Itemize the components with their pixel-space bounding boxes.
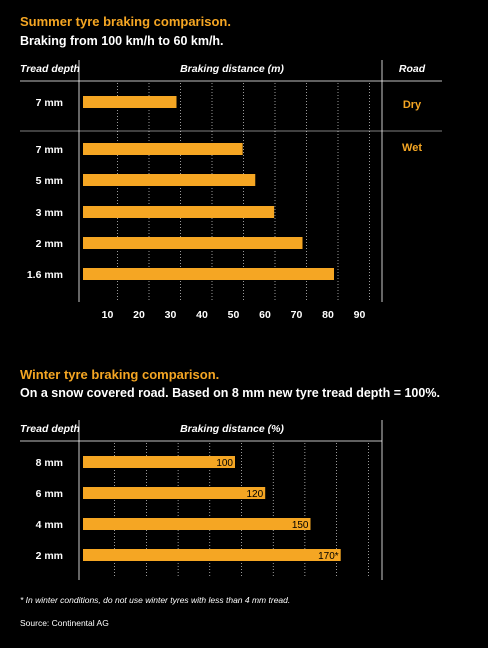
summer-row-label-3: 3 mm — [36, 207, 63, 219]
summer-bar-1 — [83, 143, 243, 155]
summer-row-label-2: 5 mm — [36, 175, 63, 187]
winter-row-label-1: 6 mm — [36, 488, 63, 500]
winter-braking-chart: Tread depth Braking distance (%) 8 mm 100 6 … — [20, 420, 383, 580]
summer-tick-label-20: 20 — [133, 309, 145, 321]
summer-tick-label-30: 30 — [165, 309, 177, 321]
summer-tick-label-40: 40 — [196, 309, 208, 321]
winter-title: Winter tyre braking comparison. — [20, 367, 220, 382]
winter-row-label-2: 4 mm — [36, 519, 63, 531]
winter-bar-1 — [83, 487, 266, 499]
winter-subtitle: On a snow covered road. Based on 8 mm ne… — [20, 386, 440, 400]
summer-road-label-wet: Wet — [402, 142, 422, 154]
summer-subtitle: Braking from 100 km/h to 60 km/h. — [20, 34, 224, 48]
winter-header-tread-depth: Tread depth — [20, 423, 80, 435]
summer-tick-label-60: 60 — [259, 309, 271, 321]
summer-header-tread-depth: Tread depth — [20, 63, 80, 75]
footnote: * In winter conditions, do not use winte… — [20, 595, 291, 605]
summer-bar-3 — [83, 206, 275, 218]
summer-bar-4 — [83, 237, 303, 249]
summer-road-label-dry: Dry — [403, 99, 422, 111]
summer-row-label-1: 7 mm — [36, 144, 63, 156]
summer-row-label-5: 1.6 mm — [27, 269, 63, 281]
winter-header-braking-distance: Braking distance (%) — [180, 423, 284, 435]
winter-bar-0 — [83, 456, 235, 468]
summer-braking-chart: Tread depth Braking distance (m) Road 10 20 3… — [20, 60, 442, 321]
winter-bar-label-3: 170* — [318, 551, 339, 562]
summer-bar-5 — [83, 268, 334, 280]
summer-bar-0 — [83, 96, 177, 108]
winter-bar-label-1: 120 — [247, 489, 264, 500]
summer-row-label-0: 7 mm — [36, 97, 63, 109]
summer-tick-label-80: 80 — [322, 309, 334, 321]
winter-bar-3 — [83, 549, 341, 561]
summer-bar-2 — [83, 174, 256, 186]
summer-tick-label-90: 90 — [354, 309, 366, 321]
summer-header-road: Road — [399, 63, 426, 75]
summer-row-label-4: 2 mm — [36, 238, 63, 250]
summer-header-braking-distance: Braking distance (m) — [180, 63, 284, 75]
winter-row-label-3: 2 mm — [36, 550, 63, 562]
winter-bar-label-0: 100 — [216, 458, 233, 469]
winter-row-label-0: 8 mm — [36, 457, 63, 469]
summer-title: Summer tyre braking comparison. — [20, 14, 231, 29]
summer-tick-label-10: 10 — [102, 309, 114, 321]
winter-bar-2 — [83, 518, 311, 530]
summer-tick-label-70: 70 — [291, 309, 303, 321]
source-note: Source: Continental AG — [20, 618, 109, 628]
summer-tick-label-50: 50 — [228, 309, 240, 321]
winter-bar-label-2: 150 — [292, 520, 309, 531]
